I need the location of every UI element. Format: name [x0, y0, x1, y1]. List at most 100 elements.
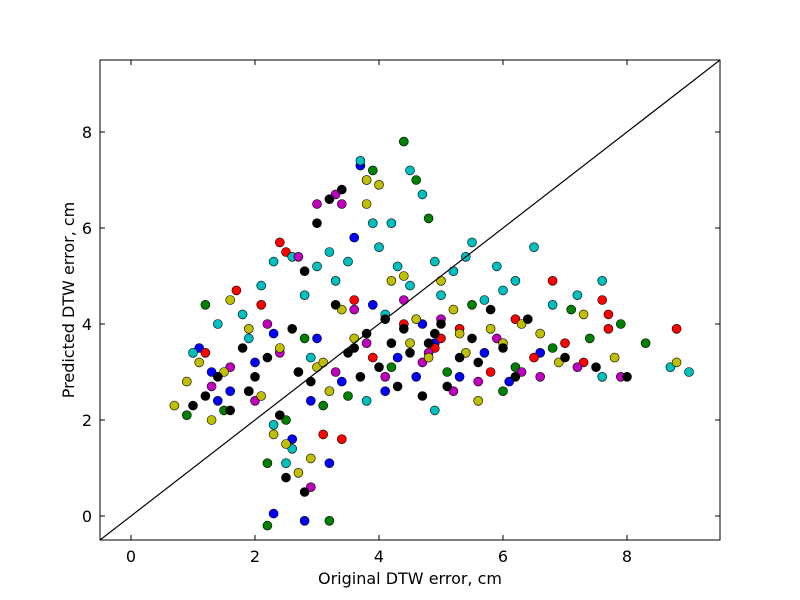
data-point [268, 429, 279, 440]
data-point [386, 275, 397, 286]
data-point [491, 261, 502, 272]
data-point [423, 213, 434, 224]
data-point [299, 487, 310, 497]
data-point [318, 357, 329, 368]
data-point [392, 261, 403, 272]
data-point [361, 338, 372, 349]
data-point [287, 323, 298, 334]
data-point [380, 371, 391, 382]
data-point [498, 386, 508, 397]
data-point [615, 319, 626, 329]
data-point [547, 343, 558, 353]
data-point [200, 347, 211, 358]
data-point [318, 400, 329, 411]
y-tick-label: 0 [82, 507, 92, 526]
data-point [256, 280, 267, 291]
data-point [262, 520, 273, 531]
data-point [293, 367, 304, 377]
data-point [231, 285, 242, 296]
data-point [498, 343, 508, 353]
data-point [274, 410, 285, 421]
data-point [560, 338, 570, 349]
y-axis-ticks: 0 2 4 6 8 [82, 123, 720, 526]
data-point [467, 333, 477, 344]
data-point [250, 357, 260, 368]
data-point [374, 362, 384, 373]
data-point [336, 199, 347, 209]
data-point [485, 304, 496, 315]
data-point [330, 367, 341, 377]
data-point [485, 323, 496, 334]
data-point [349, 333, 360, 344]
data-point [547, 299, 558, 310]
data-point [640, 338, 651, 349]
data-point [355, 156, 366, 166]
data-point [268, 328, 279, 339]
data-point [448, 266, 459, 277]
data-point [361, 175, 372, 185]
data-point [293, 251, 304, 262]
data-point [305, 352, 316, 363]
data-point [324, 194, 335, 204]
data-point [454, 371, 465, 382]
data-point [473, 357, 484, 368]
data-point [250, 371, 260, 382]
data-point [609, 352, 620, 363]
y-axis-label: Predicted DTW error, cm [59, 202, 78, 398]
x-tick-label: 4 [374, 547, 384, 566]
data-point [398, 295, 409, 305]
data-point [374, 242, 384, 252]
data-point [262, 319, 273, 329]
data-point [473, 395, 484, 406]
data-point [429, 405, 440, 416]
data-point [529, 242, 539, 252]
data-point [597, 295, 608, 305]
data-point [684, 367, 694, 377]
data-point [336, 184, 347, 195]
data-point [603, 309, 614, 320]
data-point [200, 391, 211, 401]
data-point [584, 333, 595, 344]
data-point [572, 362, 583, 373]
data-point [330, 275, 341, 286]
data-point [330, 299, 341, 310]
data-point [398, 271, 409, 281]
data-point [169, 400, 180, 411]
data-point [262, 352, 273, 363]
data-point [225, 295, 235, 305]
data-point [305, 395, 316, 406]
data-point [262, 458, 273, 469]
data-point [467, 299, 477, 310]
data-point [423, 338, 434, 349]
data-point [281, 458, 291, 469]
plot-frame [99, 59, 721, 541]
data-point [522, 314, 533, 325]
data-point [442, 367, 453, 377]
data-point [560, 352, 570, 363]
data-point [274, 343, 285, 353]
data-point [411, 314, 422, 325]
data-point [597, 371, 608, 382]
x-tick-label: 6 [498, 547, 508, 566]
data-point [448, 304, 459, 315]
data-point [479, 347, 490, 358]
data-point [318, 429, 329, 440]
data-point [213, 319, 223, 329]
data-point [268, 256, 279, 267]
data-point [417, 391, 428, 401]
data-point [405, 165, 415, 176]
data-point [213, 395, 223, 406]
data-point [194, 357, 204, 368]
data-point [336, 434, 347, 445]
data-points [169, 136, 694, 531]
data-point [324, 386, 335, 397]
data-point [535, 328, 546, 339]
data-point [324, 247, 335, 257]
data-point [405, 280, 415, 291]
data-point [392, 381, 403, 392]
data-point [299, 290, 310, 301]
data-point [349, 304, 360, 315]
data-point [305, 453, 316, 464]
data-point [485, 367, 496, 377]
data-point [535, 371, 546, 382]
